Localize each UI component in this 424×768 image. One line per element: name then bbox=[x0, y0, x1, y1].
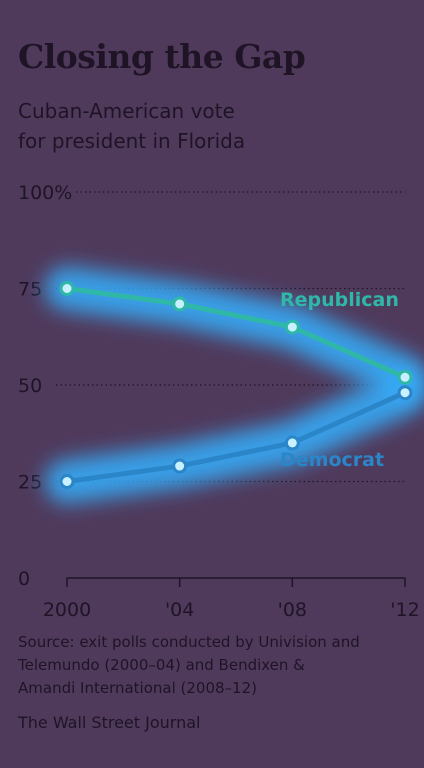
subtitle-line: Cuban-American vote bbox=[18, 99, 235, 123]
chart-title: Closing the Gap bbox=[18, 37, 306, 76]
chart-subtitle: Cuban-American vote for president in Flo… bbox=[18, 96, 348, 156]
data-point bbox=[172, 458, 188, 474]
publisher-credit: The Wall Street Journal bbox=[18, 713, 201, 732]
series-lines bbox=[64, 286, 408, 484]
y-tick-label: 100% bbox=[18, 182, 72, 204]
y-tick-label: 25 bbox=[18, 472, 42, 494]
data-point bbox=[397, 369, 413, 385]
series-line bbox=[64, 286, 408, 380]
data-point bbox=[172, 296, 188, 312]
x-tick-label: '08 bbox=[278, 599, 307, 621]
data-point bbox=[284, 319, 300, 335]
data-point bbox=[397, 385, 413, 401]
y-axis-ticks: 0 25 50 75 100% bbox=[18, 182, 72, 590]
y-tick-label: 0 bbox=[18, 568, 30, 590]
data-point bbox=[284, 435, 300, 451]
x-tick-label: '12 bbox=[390, 599, 419, 621]
y-tick-label: 75 bbox=[18, 279, 42, 301]
series-points bbox=[59, 281, 413, 489]
source-line: Amandi International (2008–12) bbox=[18, 679, 257, 697]
series-labels: Republican Democrat bbox=[280, 289, 399, 471]
x-tick-label: '04 bbox=[165, 599, 194, 621]
y-tick-label: 50 bbox=[18, 375, 42, 397]
series-label: Republican bbox=[280, 289, 399, 311]
series-line bbox=[64, 390, 408, 484]
source-note: Source: exit polls conducted by Univisio… bbox=[18, 631, 418, 700]
series-label: Democrat bbox=[280, 449, 384, 471]
x-axis: 2000 '04 '08 '12 bbox=[43, 577, 420, 621]
subtitle-line: for president in Florida bbox=[18, 129, 246, 153]
data-point bbox=[59, 281, 75, 296]
grid-lines bbox=[56, 191, 405, 483]
source-line: Telemundo (2000–04) and Bendixen & bbox=[18, 656, 305, 674]
x-tick-label: 2000 bbox=[43, 599, 91, 621]
data-point bbox=[59, 474, 75, 489]
source-line: Source: exit polls conducted by Univisio… bbox=[18, 633, 360, 651]
